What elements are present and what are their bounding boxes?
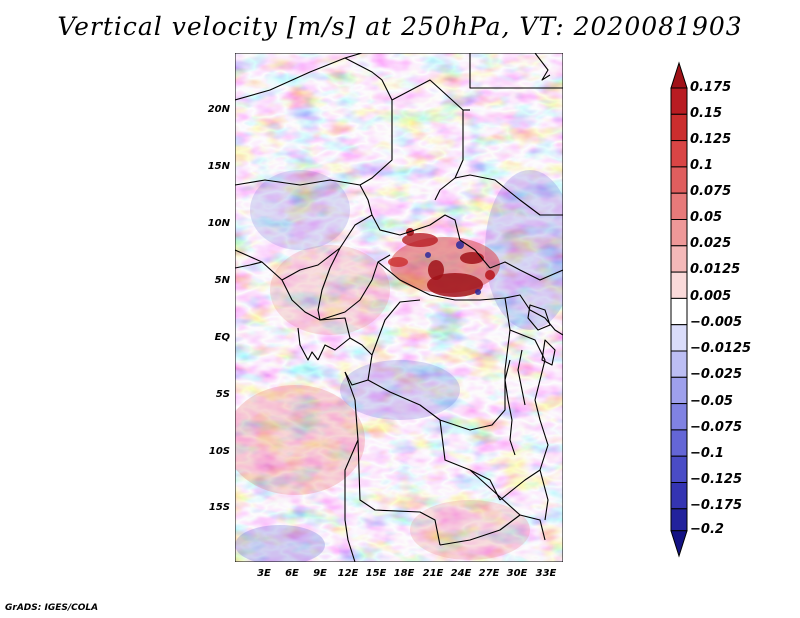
lon-label: 6E (285, 568, 299, 579)
colorbar-segment (670, 429, 688, 457)
colorbar-segment (670, 271, 688, 299)
colorbar-segment (670, 350, 688, 378)
colorbar-label: −0.2 (690, 522, 724, 537)
lon-label: 9E (313, 568, 327, 579)
colorbar-label: 0.025 (690, 236, 732, 251)
lon-label: 12E (337, 568, 359, 579)
colorbar-segment (670, 508, 688, 532)
strong-ascent-cluster (388, 228, 500, 297)
colorbar-label: 0.15 (690, 106, 723, 121)
lon-label: 3E (257, 568, 271, 579)
lon-label: 18E (393, 568, 415, 579)
colorbar-segment (670, 482, 688, 510)
colorbar-segment (670, 376, 688, 405)
colorbar-top-arrow (670, 61, 688, 89)
lat-label: 15N (207, 161, 230, 172)
colorbar-segment (670, 113, 688, 142)
lat-label: 5N (214, 275, 230, 286)
colorbar-segment (670, 87, 688, 115)
lat-label: 15S (208, 502, 230, 513)
colorbar-segment (670, 403, 688, 431)
lon-label: 24E (450, 568, 472, 579)
colorbar-label: −0.05 (690, 394, 733, 409)
lon-label: 21E (422, 568, 444, 579)
lon-label: 27E (478, 568, 500, 579)
colorbar-label: −0.005 (690, 315, 743, 330)
colorbar-segment (670, 455, 688, 484)
colorbar-label: 0.175 (690, 80, 732, 95)
colorbar-label: −0.025 (690, 367, 743, 382)
colorbar-label: −0.1 (690, 446, 724, 461)
colorbar (670, 61, 688, 558)
colorbar-bottom-arrow (670, 530, 688, 558)
lat-label: EQ (214, 332, 230, 343)
country-boundaries (235, 53, 563, 562)
colorbar-label: 0.125 (690, 132, 732, 147)
colorbar-label: 0.05 (690, 210, 723, 225)
colorbar-label: 0.0125 (690, 262, 741, 277)
colorbar-segment (670, 324, 688, 352)
colorbar-segment (670, 192, 688, 220)
lat-label: 20N (207, 104, 230, 115)
lon-label: 30E (506, 568, 528, 579)
lat-label: 10N (207, 218, 230, 229)
colorbar-label: −0.125 (690, 472, 743, 487)
colorbar-segment (670, 219, 688, 247)
colorbar-segment (670, 166, 688, 194)
colorbar-label: −0.075 (690, 420, 743, 435)
chart-title: Vertical velocity [m/s] at 250hPa, VT: 2… (57, 12, 743, 41)
grads-credit: GrADS: IGES/COLA (5, 603, 99, 613)
vertical-velocity-field (235, 53, 563, 562)
lat-label: 10S (208, 446, 230, 457)
colorbar-label: 0.005 (690, 289, 732, 304)
colorbar-label: 0.1 (690, 158, 714, 173)
colorbar-label: −0.175 (690, 498, 743, 513)
colorbar-label: 0.075 (690, 184, 732, 199)
colorbar-label: −0.0125 (690, 341, 752, 356)
colorbar-segment (670, 297, 688, 326)
colorbar-segment (670, 245, 688, 273)
lon-label: 33E (535, 568, 557, 579)
lat-label: 5S (215, 389, 230, 400)
colorbar-segment (670, 140, 688, 168)
lon-label: 15E (365, 568, 387, 579)
